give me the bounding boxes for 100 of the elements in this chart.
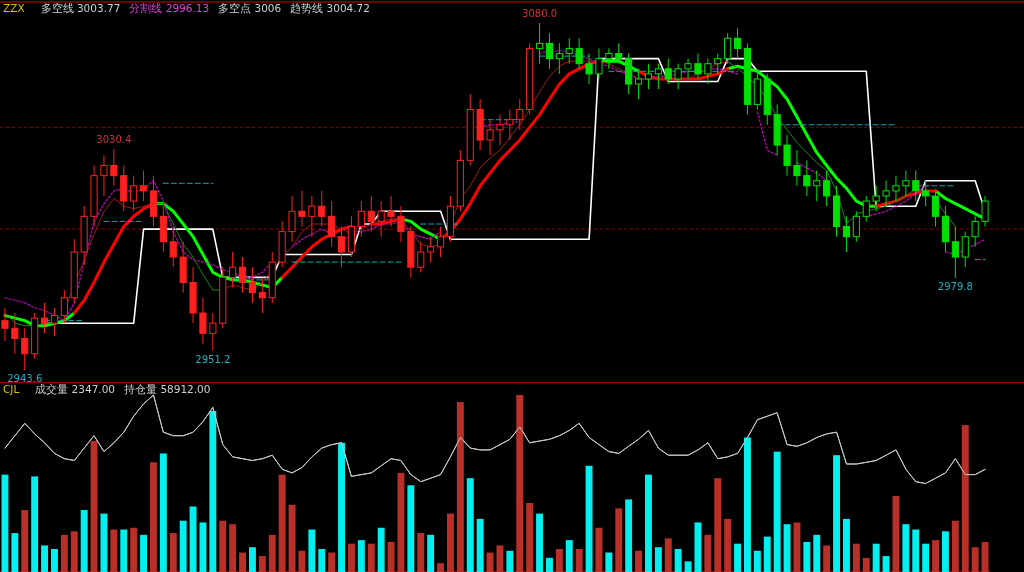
bar — [199, 522, 207, 572]
bar — [743, 437, 751, 572]
candlestick — [644, 63, 653, 90]
candlestick — [783, 134, 791, 177]
bar — [506, 550, 514, 572]
candlestick — [40, 302, 49, 334]
bar — [110, 529, 118, 572]
candlestick — [318, 190, 326, 228]
bar — [694, 522, 702, 572]
candlestick — [506, 109, 514, 141]
bar — [209, 410, 217, 572]
bar — [367, 543, 375, 572]
bar — [605, 552, 613, 572]
candlestick — [813, 170, 821, 202]
bar — [60, 534, 68, 572]
candlestick — [674, 63, 682, 90]
candlestick — [436, 226, 445, 258]
bar — [41, 545, 49, 572]
bar — [773, 451, 781, 572]
bar — [932, 540, 940, 572]
bar — [526, 502, 534, 572]
candlestick — [298, 190, 306, 228]
bar — [318, 548, 326, 572]
bar — [793, 522, 801, 572]
bar — [803, 541, 811, 572]
bar — [328, 552, 336, 572]
bar — [347, 543, 355, 572]
bar — [446, 513, 454, 572]
bar — [248, 547, 256, 572]
candlestick — [664, 58, 672, 85]
bar — [169, 533, 177, 572]
candlestick — [209, 312, 217, 352]
candlestick — [377, 200, 385, 238]
bar — [100, 513, 108, 572]
bar — [644, 474, 652, 572]
bar — [90, 441, 98, 572]
bar — [595, 527, 603, 572]
candlestick — [585, 53, 593, 85]
candlestick — [486, 119, 494, 156]
candlestick — [892, 175, 900, 202]
candlestick — [417, 241, 425, 273]
candlestick — [130, 175, 138, 212]
bar — [338, 442, 346, 572]
bar — [654, 547, 662, 572]
candlestick — [823, 170, 831, 207]
candlestick — [981, 195, 989, 228]
candlestick — [11, 312, 19, 355]
bar — [941, 531, 949, 572]
bar — [674, 548, 682, 572]
candlestick — [714, 53, 722, 75]
candlestick — [654, 63, 662, 90]
bar — [21, 510, 29, 572]
candlestick — [951, 226, 959, 279]
bar — [427, 534, 435, 572]
candlestick — [634, 68, 643, 100]
candlestick — [248, 266, 257, 304]
bar — [615, 508, 623, 572]
bar — [387, 541, 395, 572]
candlestick — [545, 32, 554, 70]
candlestick — [288, 195, 296, 243]
annotation: 2979.8 — [937, 280, 973, 292]
bar — [783, 524, 791, 572]
candlestick — [882, 180, 890, 207]
text: ZZX — [3, 2, 25, 14]
bar — [724, 518, 732, 572]
annotation: 持仓量 58912.00 — [124, 383, 211, 395]
bar — [288, 504, 296, 572]
bar — [437, 563, 445, 572]
bar — [545, 557, 553, 572]
bar — [684, 561, 692, 572]
candlestick — [169, 226, 177, 268]
candlestick — [328, 200, 336, 248]
candlestick — [387, 195, 395, 228]
bar — [11, 533, 19, 572]
bar — [575, 548, 583, 572]
candlestick — [862, 195, 870, 222]
bar — [1, 474, 9, 572]
candlestick — [852, 210, 860, 243]
bar — [229, 524, 237, 572]
candlestick — [733, 27, 742, 60]
text: 分割线 2996.13 — [129, 2, 210, 14]
bar — [833, 455, 841, 572]
bar — [407, 485, 415, 572]
candlestick — [337, 226, 346, 268]
text: 趋势线 3004.72 — [290, 2, 370, 14]
candlestick — [555, 42, 563, 75]
candlestick — [912, 170, 920, 202]
bar — [635, 550, 643, 572]
candlestick — [258, 276, 266, 314]
bar — [714, 478, 722, 572]
bar — [357, 540, 365, 572]
bar — [308, 529, 316, 572]
bar — [981, 541, 989, 572]
candlestick — [595, 47, 603, 80]
annotation: 成交量 2347.00 — [35, 383, 116, 395]
bar — [140, 534, 148, 572]
candlestick — [842, 215, 851, 253]
bar — [377, 527, 385, 572]
candlestick — [872, 185, 880, 212]
candlestick — [427, 236, 435, 263]
